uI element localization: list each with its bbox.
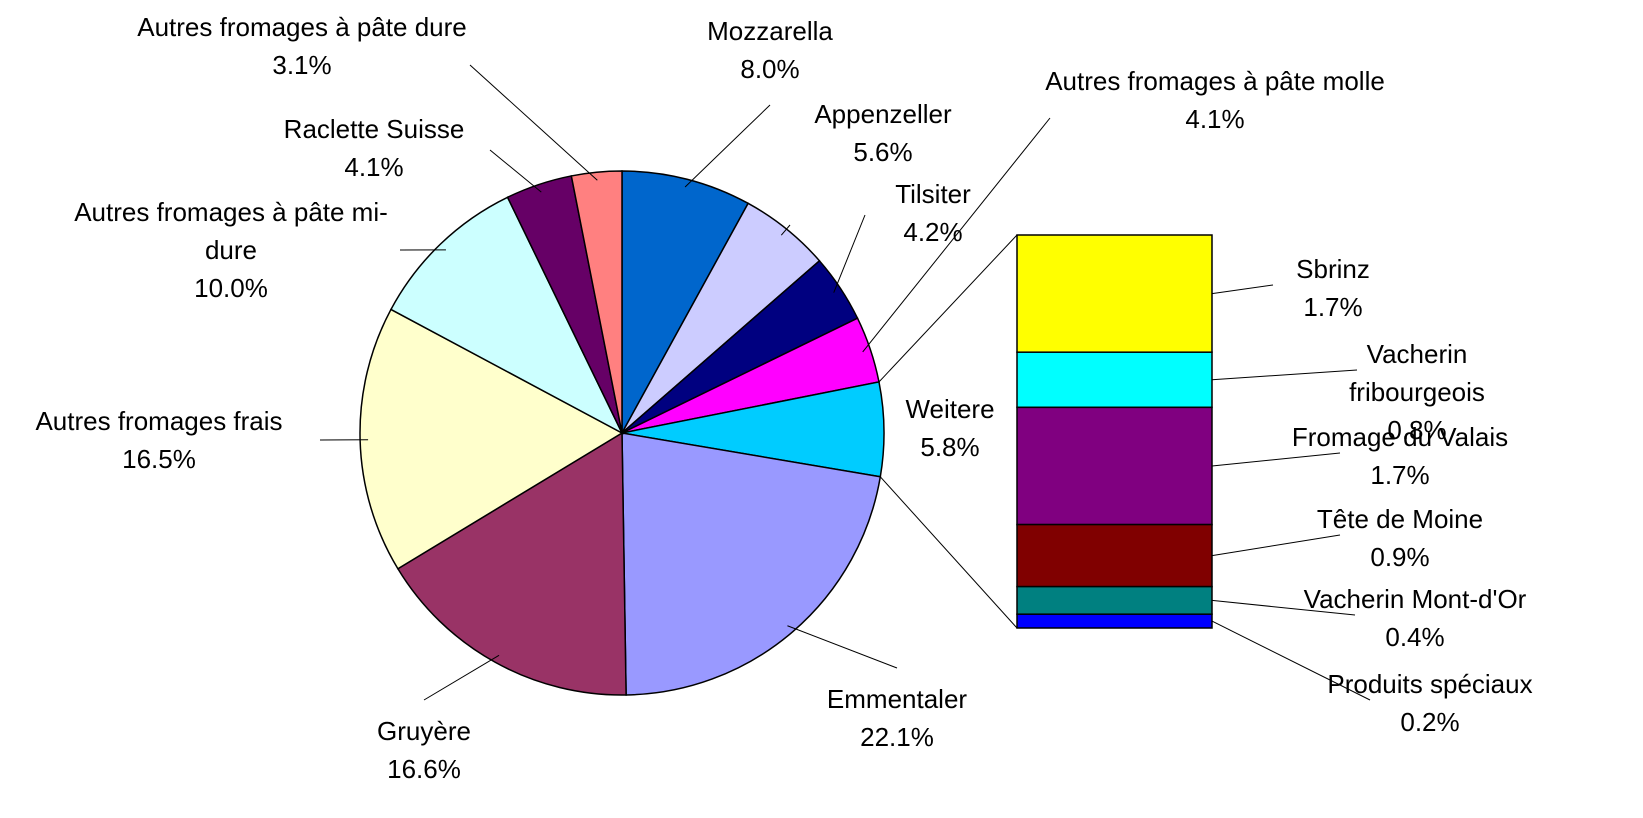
label-value: 5.8%	[920, 432, 980, 462]
data-label: Vacherin Mont-d'Or 0.4%	[1304, 580, 1527, 656]
label-name: Appenzeller	[814, 99, 952, 129]
data-label: Fromage du Valais 1.7%	[1292, 418, 1508, 494]
data-label: Emmentaler 22.1%	[827, 680, 967, 756]
label-name: Autres fromages à pâte mi-dure	[74, 197, 388, 265]
label-value: 0.2%	[1400, 707, 1460, 737]
data-label: Appenzeller 5.6%	[814, 95, 951, 171]
leader-line	[1211, 599, 1356, 616]
data-label: Gruyère 16.6%	[377, 712, 471, 788]
connector-line	[879, 476, 1018, 629]
bar-segment	[1016, 613, 1213, 629]
leader-line	[423, 654, 500, 701]
data-label: Autres fromages à pâte mi-dure 10.0%	[61, 193, 401, 307]
leader-line	[780, 224, 791, 236]
label-value: 8.0%	[740, 54, 800, 84]
pie-slice	[570, 170, 623, 434]
label-name: Gruyère	[377, 716, 471, 746]
label-name: Vacherin fribourgeois	[1349, 339, 1485, 407]
label-name: Fromage du Valais	[1291, 422, 1509, 452]
leader-line	[1211, 284, 1274, 295]
label-name: Autres fromages frais	[35, 406, 283, 436]
data-label: Raclette Suisse 4.1%	[284, 110, 465, 186]
leader-line	[469, 64, 598, 181]
label-value: 0.8%	[1387, 415, 1447, 445]
data-label: Vacherin fribourgeois 0.8%	[1304, 335, 1530, 449]
label-value: 16.6%	[387, 754, 461, 784]
label-name: Tilsiter	[895, 179, 971, 209]
label-value: 1.7%	[1303, 292, 1363, 322]
label-name: Vacherin Mont-d'Or	[1303, 584, 1527, 614]
data-label: Autres fromages à pâte molle 4.1%	[1045, 62, 1385, 138]
data-label: Autres fromages frais 16.5%	[35, 402, 282, 478]
label-name: Sbrinz	[1296, 254, 1370, 284]
data-label: Mozzarella 8.0%	[707, 12, 833, 88]
label-name: Mozzarella	[707, 16, 833, 46]
label-name: Raclette Suisse	[283, 114, 465, 144]
pie-slice	[389, 196, 624, 435]
label-value: 5.6%	[853, 137, 913, 167]
label-name: Autres fromages à pâte dure	[137, 12, 467, 42]
bar-segment	[1016, 406, 1213, 526]
data-label: Sbrinz 1.7%	[1296, 250, 1370, 326]
pie-slice	[396, 431, 627, 696]
label-value: 3.1%	[272, 50, 332, 80]
bar-segment	[1016, 234, 1213, 353]
label-name: Autres fromages à pâte molle	[1045, 66, 1385, 96]
data-label: Tilsiter 4.2%	[895, 175, 971, 251]
leader-line	[489, 149, 542, 193]
label-value: 16.5%	[122, 444, 196, 474]
data-label: Tête de Moine 0.9%	[1317, 500, 1483, 576]
bar-segment	[1016, 351, 1213, 409]
leader-line	[787, 625, 898, 669]
label-name: Produits spéciaux	[1327, 669, 1533, 699]
leader-line	[1211, 534, 1341, 557]
label-name: Weitere	[905, 394, 995, 424]
data-label: Weitere 5.8%	[905, 390, 994, 466]
label-value: 1.7%	[1370, 460, 1430, 490]
leader-line	[1211, 452, 1341, 467]
leader-line	[862, 117, 1051, 353]
label-value: 0.4%	[1385, 622, 1445, 652]
leader-line	[1211, 620, 1371, 701]
label-value: 4.2%	[903, 217, 963, 247]
connector-line	[878, 234, 1018, 383]
leader-line	[1211, 369, 1358, 381]
bar-segment	[1016, 585, 1213, 615]
label-value: 10.0%	[194, 273, 268, 303]
label-value: 4.1%	[344, 152, 404, 182]
label-name: Emmentaler	[826, 684, 968, 714]
bar-segment	[1016, 523, 1213, 588]
label-value: 22.1%	[860, 722, 934, 752]
label-value: 0.9%	[1370, 542, 1430, 572]
leader-line	[684, 104, 771, 188]
label-name: Tête de Moine	[1316, 504, 1484, 534]
pie-slice	[621, 170, 750, 434]
label-value: 4.1%	[1185, 104, 1245, 134]
data-label: Autres fromages à pâte dure 3.1%	[132, 8, 472, 84]
pie-slice	[621, 432, 882, 696]
data-label: Produits spéciaux 0.2%	[1327, 665, 1532, 741]
leader-line	[833, 214, 866, 293]
